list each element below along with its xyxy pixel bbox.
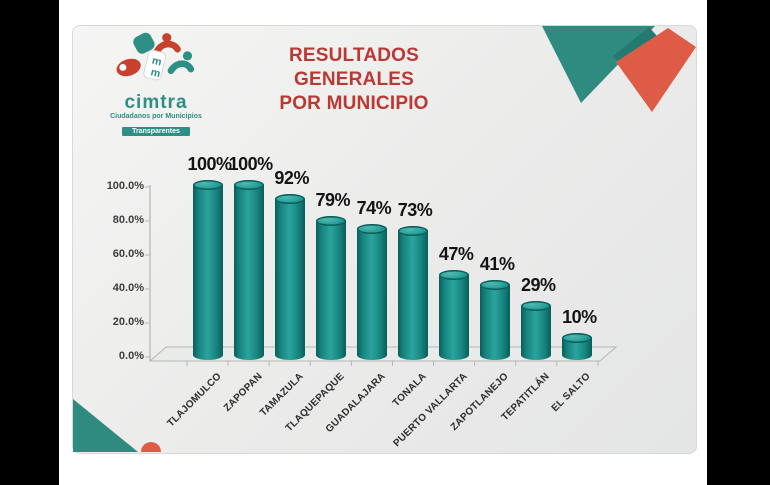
chart-title-line2: POR MUNICIPIO [279,93,429,114]
letterbox-left [0,0,59,485]
logo-tagline: Ciudadanos por Municipios [110,113,202,120]
logo-wordmark: cimtra [124,92,188,113]
logo-figures: m m [116,32,195,81]
cimtra-logo-mark: m m [116,32,195,81]
chart-title: RESULTADOS GENERALES POR MUNICIPIO [232,44,476,116]
cimtra-logo: m m cimtra Ciudadanos por Municipios Tra… [94,31,218,138]
svg-text:m: m [149,66,161,80]
chart-title-line1: RESULTADOS GENERALES [288,45,420,90]
letterbox-right [707,0,770,485]
svg-text:m: m [151,55,163,69]
logo-ribbon: Transparentes [122,127,190,136]
